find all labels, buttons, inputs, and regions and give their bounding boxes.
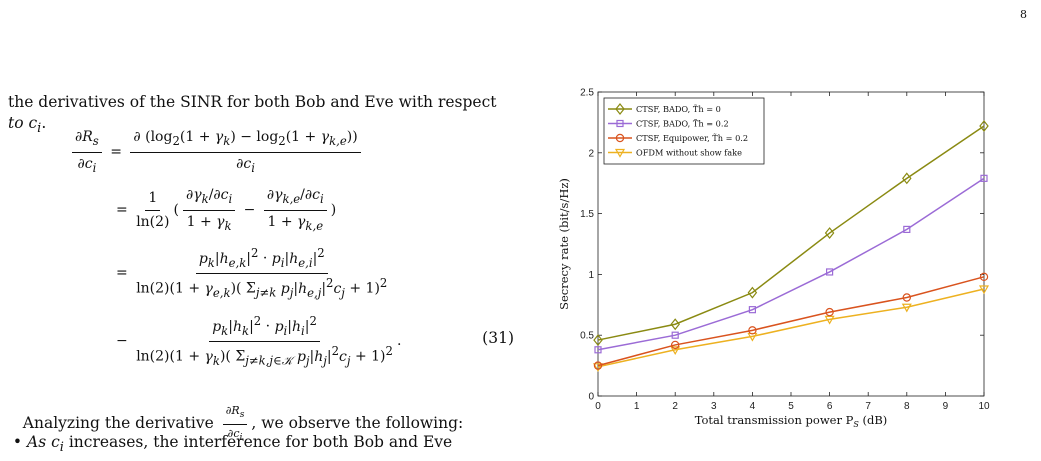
data-point — [594, 346, 602, 354]
data-point — [593, 334, 603, 347]
x-tick-label: 8 — [904, 401, 910, 412]
x-tick-label: 0 — [595, 401, 601, 412]
series-line — [597, 125, 985, 341]
legend-label: CTSF, BADO, T̃h = 0.2 — [636, 119, 729, 129]
data-point — [670, 346, 681, 356]
series-line — [597, 276, 985, 367]
data-point — [825, 307, 834, 317]
data-point — [824, 315, 835, 325]
data-point — [826, 268, 834, 276]
x-tick-label: 6 — [827, 401, 833, 412]
data-point — [979, 272, 989, 282]
legend-label: OFDM without show fake — [636, 148, 742, 158]
eq-line-2: = 1 ln(2) ( ∂γk/∂ci 1 + γk − ∂γk,e/∂ci 1 + … — [116, 187, 337, 233]
equation-number: (31) — [482, 329, 514, 347]
y-tick-label: 0.5 — [580, 331, 594, 342]
data-point — [903, 225, 911, 234]
x-tick-label: 1 — [634, 401, 640, 412]
data-point — [824, 227, 835, 240]
data-point — [980, 174, 988, 182]
data-point — [593, 361, 603, 370]
series-2 — [594, 174, 988, 354]
y-tick-label: 2.5 — [580, 88, 594, 99]
data-point — [978, 285, 990, 295]
data-point — [592, 363, 604, 373]
data-point — [671, 331, 679, 339]
x-tick-label: 5 — [788, 401, 794, 412]
data-point — [670, 340, 680, 350]
y-tick-label: 2 — [588, 148, 594, 159]
data-point — [901, 303, 912, 313]
series-line — [597, 288, 985, 368]
series-1 — [593, 120, 989, 347]
data-point — [902, 172, 912, 185]
data-point — [747, 286, 758, 299]
y-tick-label: 1.5 — [580, 209, 594, 220]
data-point — [748, 326, 757, 335]
x-tick-label: 9 — [943, 401, 949, 412]
data-point — [748, 306, 756, 314]
legend-label: CTSF, Equipower, T̃h = 0.2 — [636, 133, 748, 143]
x-tick-label: 4 — [750, 401, 756, 412]
eq-line-1: ∂Rs ∂ci = ∂ (log2(1 + γk) − log2(1 + γk,e… — [68, 128, 365, 176]
data-point — [670, 318, 680, 331]
y-tick-label: 0 — [588, 392, 594, 403]
page-number: 8 — [1020, 8, 1027, 21]
legend-marker — [614, 148, 626, 158]
x-tick-label: 10 — [978, 401, 990, 412]
series-line — [597, 177, 985, 351]
text-column: the derivatives of the SINR for both Bob… — [8, 92, 518, 455]
eq-line-4: − pk|hk|2 · pi|hi|2 ln(2)(1 + γk)( Σj≠k,j… — [116, 314, 402, 368]
x-tick-label: 3 — [711, 401, 717, 412]
bullet-item: • As ci increases, the interference for … — [8, 433, 453, 456]
x-tick-label: 7 — [865, 401, 871, 412]
legend-marker — [615, 103, 625, 115]
y-tick-label: 1 — [588, 270, 594, 281]
line-chart: 0 1 2 3 4 5 6 7 8 9 10 0 0.5 1 1.5 2 2.5 Total transmissi… — [557, 88, 990, 430]
data-point — [902, 293, 911, 302]
x-tick-label: 2 — [672, 401, 678, 412]
eq-line-3: = pk|he,k|2 · pi|he,i|2 ln(2)(1 + γe,k)( … — [116, 246, 388, 300]
data-point — [979, 120, 989, 133]
legend-marker — [616, 119, 624, 128]
x-axis-label: Total transmission power PS (dB) — [695, 413, 888, 429]
legend-marker — [615, 133, 625, 143]
legend-label: CTSF, BADO, T̃h = 0 — [636, 104, 721, 114]
analysis-line: Analyzing the derivative ∂Rs ∂ci, we obse… — [22, 404, 464, 443]
intro-paragraph: the derivatives of the SINR for both Bob… — [8, 93, 497, 137]
secrecy-rate-figure: 0 1 2 3 4 5 6 7 8 9 10 0 0.5 1 1.5 2 2.5 Total transmissi… — [540, 80, 1010, 440]
y-axis-label: Secrecy rate (bit/s/Hz) — [557, 178, 571, 310]
series-3 — [593, 272, 989, 370]
